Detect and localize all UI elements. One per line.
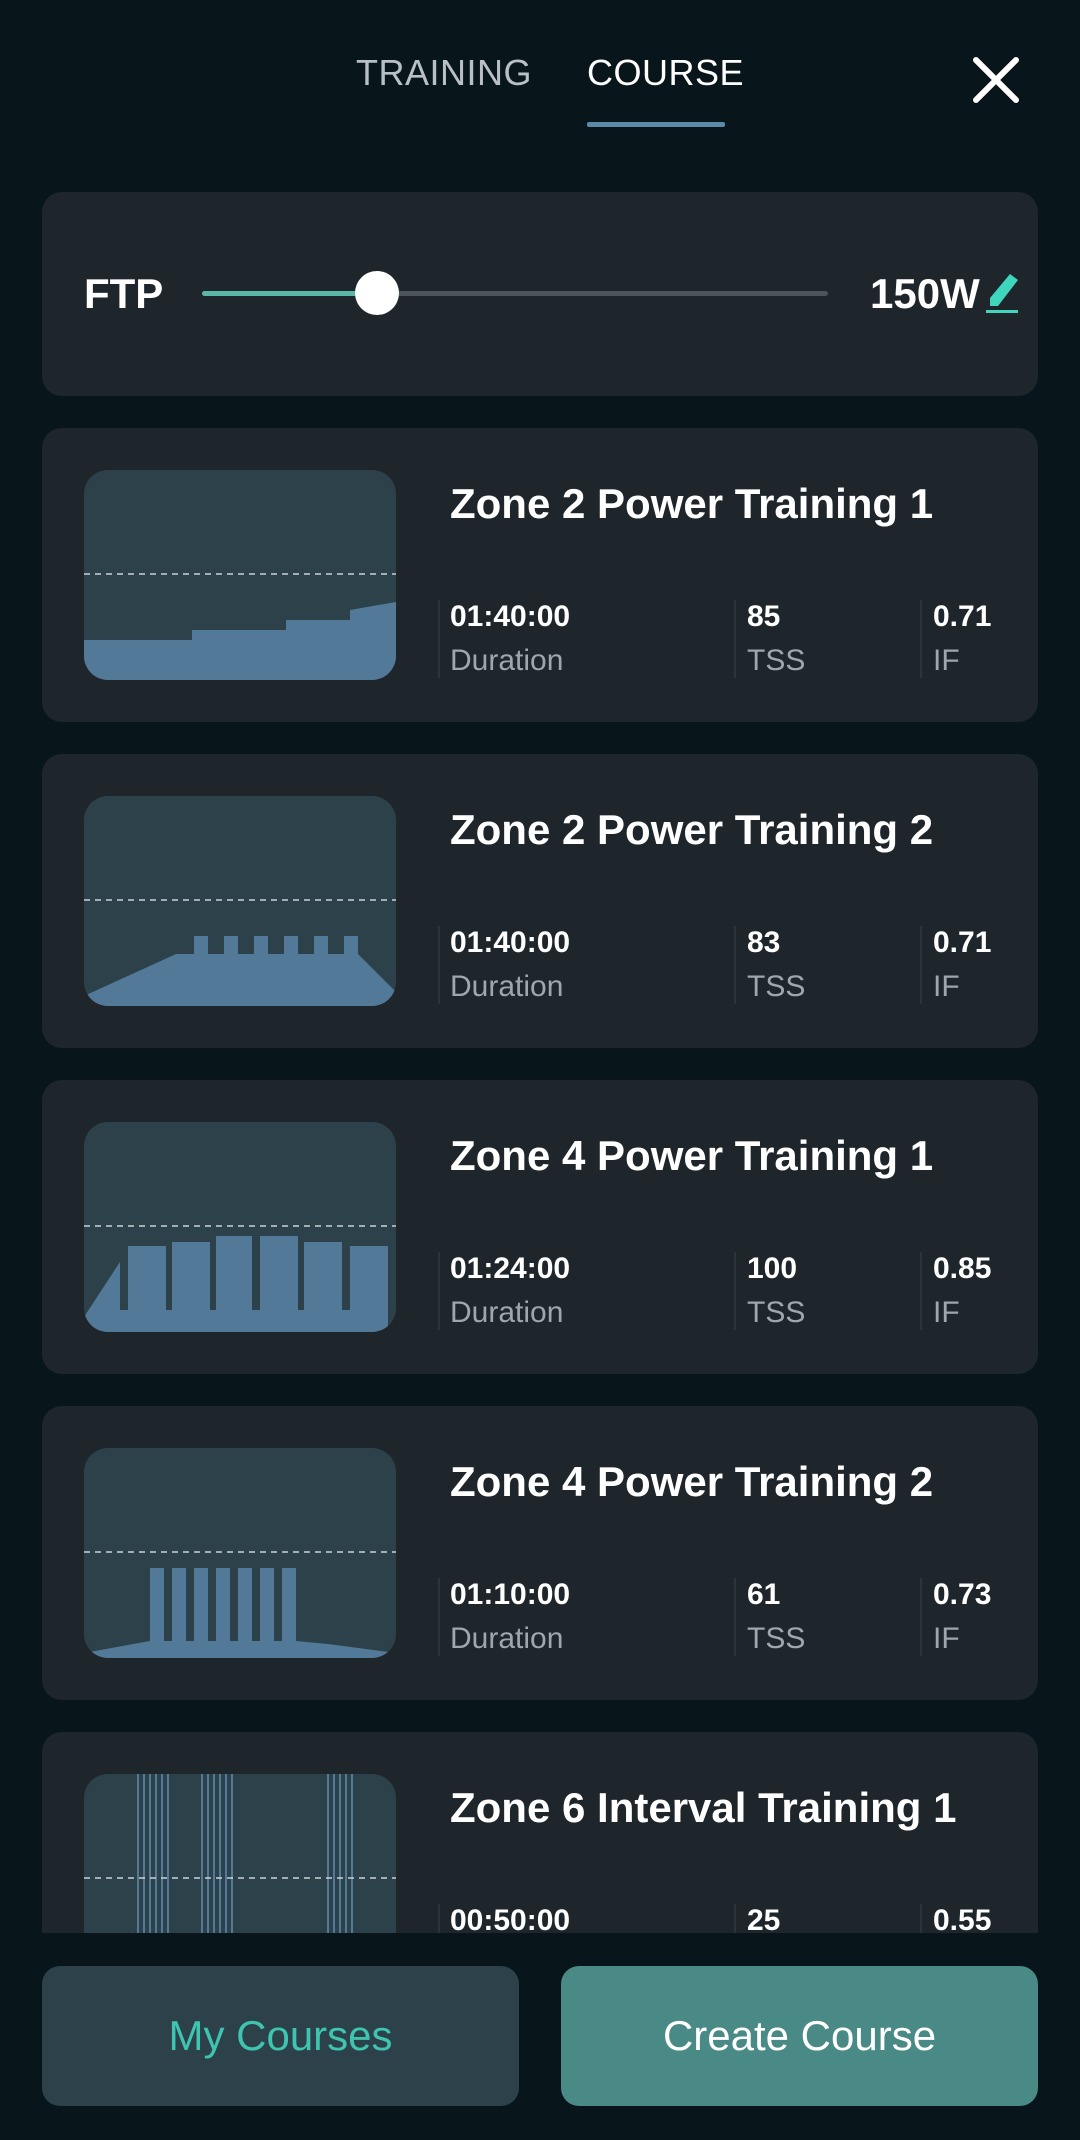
if-value: 0.85 [933,1252,992,1285]
tab-training[interactable]: TRAINING [356,52,533,93]
if-value: 0.55 [933,1904,992,1933]
if-label: IF [933,970,960,1003]
course-thumbnail [84,1122,396,1332]
tab-bar: TRAINING COURSE [0,0,1080,140]
tss-stat: 83 TSS [747,926,805,1004]
course-thumbnail [84,1448,396,1658]
duration-label: Duration [450,1296,564,1329]
divider [734,600,736,678]
bottom-action-bar: My Courses Create Course [0,1933,1080,2140]
ftp-slider[interactable] [202,271,828,315]
course-title: Zone 4 Power Training 1 [450,1132,934,1179]
tss-stat: 61 TSS [747,1578,805,1656]
tss-value: 25 [747,1904,781,1933]
duration-value: 01:40:00 [450,926,571,959]
tss-stat: 100 TSS [747,1252,805,1330]
divider [734,1578,736,1656]
divider [438,926,440,1004]
divider [920,600,922,678]
divider [920,1904,922,1933]
course-title: Zone 2 Power Training 2 [450,806,934,853]
ftp-value: 150W [870,270,980,317]
course-card[interactable]: Zone 2 Power Training 1 01:40:00 Duratio… [42,428,1038,722]
tss-label: TSS [747,644,806,677]
divider [920,1252,922,1330]
divider [734,1252,736,1330]
tss-value: 61 [747,1578,781,1611]
if-value: 0.73 [933,1578,992,1611]
create-course-button[interactable]: Create Course [561,1966,1038,2106]
divider [438,600,440,678]
course-title: Zone 4 Power Training 2 [450,1458,934,1505]
if-stat: 0.55 IF [933,1904,991,1933]
if-stat: 0.73 IF [933,1578,991,1656]
course-thumbnail [84,1774,396,1933]
duration-stat: 01:10:00 Duration [450,1578,570,1656]
ftp-card: FTP 150W [42,192,1038,396]
my-courses-button[interactable]: My Courses [42,1966,519,2106]
course-thumbnail [84,796,396,1006]
close-icon[interactable] [966,50,1026,110]
divider [734,926,736,1004]
duration-stat: 01:40:00 Duration [450,600,570,678]
course-thumbnail [84,470,396,680]
divider [438,1252,440,1330]
tss-stat: 85 TSS [747,600,805,678]
duration-stat: 01:24:00 Duration [450,1252,570,1330]
duration-label: Duration [450,1622,564,1655]
if-stat: 0.71 IF [933,926,991,1004]
if-label: IF [933,644,960,677]
course-title: Zone 2 Power Training 1 [450,480,934,527]
ftp-label: FTP [84,270,164,317]
duration-stat: 00:50:00 Duration [450,1904,570,1933]
course-card[interactable]: Zone 4 Power Training 1 01:24:00 Duratio… [42,1080,1038,1374]
course-card[interactable]: Zone 4 Power Training 2 01:10:00 Duratio… [42,1406,1038,1700]
duration-value: 01:40:00 [450,600,571,633]
tss-value: 83 [747,926,781,959]
ftp-slider-thumb[interactable] [355,271,400,315]
if-stat: 0.85 IF [933,1252,991,1330]
divider [438,1904,440,1933]
duration-label: Duration [450,970,564,1003]
tss-label: TSS [747,1296,806,1329]
pencil-icon[interactable] [982,270,1022,314]
duration-value: 01:10:00 [450,1578,571,1611]
course-card[interactable]: Zone 6 Interval Training 1 00:50:00 Dura… [42,1732,1038,1933]
divider [920,926,922,1004]
course-card[interactable]: Zone 2 Power Training 2 01:40:00 Duratio… [42,754,1038,1048]
duration-label: Duration [450,644,564,677]
course-list[interactable]: Zone 2 Power Training 1 01:40:00 Duratio… [0,428,1080,1933]
tss-label: TSS [747,1622,806,1655]
tss-value: 85 [747,600,781,633]
if-value: 0.71 [933,600,992,633]
divider [920,1578,922,1656]
active-tab-indicator [587,122,725,127]
divider [734,1904,736,1933]
if-label: IF [933,1296,960,1329]
duration-value: 01:24:00 [450,1252,571,1285]
tss-value: 100 [747,1252,798,1285]
tab-course[interactable]: COURSE [587,52,745,93]
course-title: Zone 6 Interval Training 1 [450,1784,957,1831]
if-stat: 0.71 IF [933,600,991,678]
tss-label: TSS [747,970,806,1003]
duration-value: 00:50:00 [450,1904,571,1933]
if-label: IF [933,1622,960,1655]
ftp-slider-fill [202,291,378,296]
divider [438,1578,440,1656]
duration-stat: 01:40:00 Duration [450,926,570,1004]
tss-stat: 25 TSS [747,1904,805,1933]
if-value: 0.71 [933,926,992,959]
